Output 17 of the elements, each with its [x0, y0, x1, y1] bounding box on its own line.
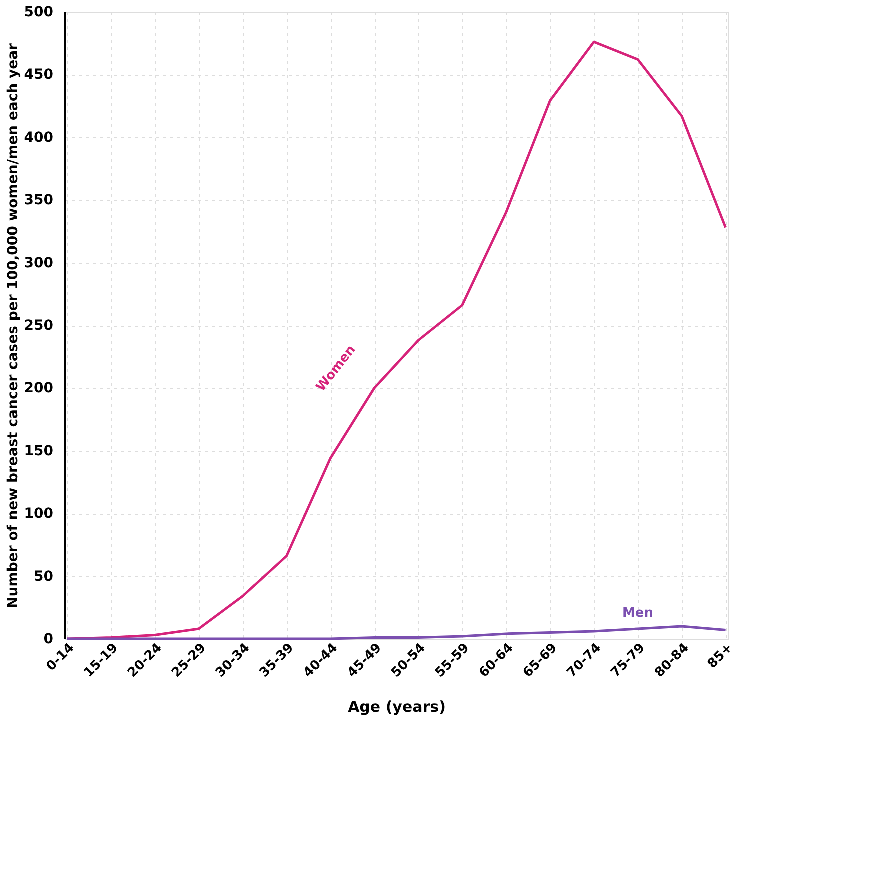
- x-tick-label: 85+: [705, 640, 736, 672]
- y-tick-label: 50: [34, 568, 54, 585]
- y-tick-label: 500: [24, 4, 54, 20]
- line-series: [66, 625, 728, 640]
- x-axis-title: Age (years): [348, 698, 446, 716]
- y-tick-label: 350: [24, 192, 54, 209]
- y-tick-label: 0: [44, 632, 54, 648]
- series-label: Men: [622, 606, 654, 621]
- y-tick-label: 250: [24, 318, 54, 334]
- line-series: [66, 40, 728, 640]
- y-axis-title: Number of new breast cancer cases per 100,000 women/men each year: [5, 43, 22, 608]
- y-tick-label: 400: [24, 130, 54, 146]
- y-tick-label: 100: [24, 506, 54, 522]
- y-tick-label: 300: [24, 255, 54, 272]
- y-tick-label: 450: [24, 67, 54, 84]
- y-tick-label: 200: [24, 380, 54, 397]
- y-tick-label: 150: [24, 443, 54, 460]
